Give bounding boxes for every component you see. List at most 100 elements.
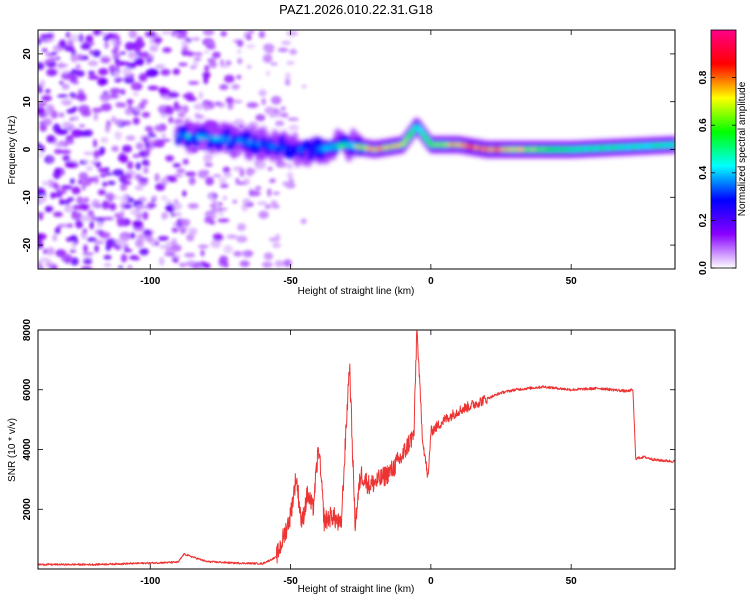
spectrogram-noise-blob xyxy=(178,62,188,67)
spectrogram-noise-blob xyxy=(109,202,117,211)
spectrogram-ridge-mid xyxy=(182,125,189,136)
spectrogram-noise-blob xyxy=(114,57,120,64)
spectrogram-noise-blob xyxy=(218,177,227,185)
spectrogram-noise-blob xyxy=(223,74,235,83)
spectrogram-noise-blob xyxy=(193,52,203,57)
spectrogram-noise-blob xyxy=(105,124,111,133)
spectrogram-noise-blob xyxy=(138,73,148,82)
spectrogram-noise-blob xyxy=(46,68,58,77)
spectrogram-noise-blob xyxy=(61,253,73,263)
spectrogram-noise-blob xyxy=(124,108,133,116)
spectrogram-noise-blob xyxy=(38,261,43,269)
spectrogram-noise-blob xyxy=(126,62,137,69)
spectrogram-noise-blob xyxy=(277,47,289,53)
spectrogram-noise-blob xyxy=(165,199,173,205)
spectrogram-noise-blob xyxy=(287,162,293,170)
spectrogram-noise-blob xyxy=(38,142,41,150)
spectrogram-noise-blob xyxy=(171,255,181,259)
spectrogram-noise-blob xyxy=(218,202,223,206)
spectrogram-noise-blob xyxy=(173,259,179,263)
spectrogram-noise-blob xyxy=(57,142,67,147)
spectrogram-noise-blob xyxy=(62,69,70,74)
spectrogram-noise-blob xyxy=(196,264,203,269)
spectrogram-noise-blob xyxy=(114,212,122,218)
spectrogram-noise-blob xyxy=(56,226,62,230)
spectrogram-noise-blob xyxy=(256,201,268,206)
spectrogram-noise-blob xyxy=(60,98,73,106)
spectrogram-noise-blob xyxy=(188,81,200,85)
colorbar-tick-label: 0.0 xyxy=(698,261,709,275)
spectrogram-x-axis-label: Height of straight line (km) xyxy=(298,286,415,297)
spectrogram-noise-blob xyxy=(66,45,75,50)
spectrogram-ridge-mid xyxy=(244,130,251,141)
spectrogram-noise-blob xyxy=(82,228,88,234)
spectrogram-noise-blob xyxy=(101,200,110,210)
spectrogram-noise-blob xyxy=(94,175,99,185)
spectrogram-noise-blob xyxy=(144,125,154,132)
spectrogram-noise-blob xyxy=(145,61,151,65)
spectrogram-noise-blob xyxy=(167,91,180,98)
spectrogram-noise-blob xyxy=(38,233,43,242)
spectrogram-noise-blob xyxy=(75,219,84,229)
spectrogram-noise-blob xyxy=(125,135,136,141)
spectrogram-noise-blob xyxy=(155,64,166,70)
spectrogram-noise-blob xyxy=(82,258,93,265)
spectrogram-noise-blob xyxy=(99,231,111,239)
spectrogram-noise-blob xyxy=(205,263,211,269)
spectrogram-noise-blob xyxy=(185,260,197,267)
spectrogram-noise-blob xyxy=(182,158,189,165)
spectrogram-noise-blob xyxy=(154,124,164,132)
y-tick-label: 20 xyxy=(22,48,33,60)
spectrogram-noise-blob xyxy=(122,204,133,209)
spectrogram-noise-blob xyxy=(124,61,130,65)
spectrogram-noise-blob xyxy=(123,76,135,84)
spectrogram-noise-blob xyxy=(222,196,227,201)
spectrogram-noise-blob xyxy=(143,166,149,174)
spectrogram-y-axis-label: Frequency (Hz) xyxy=(7,116,18,185)
spectrogram-noise-blob xyxy=(173,118,184,125)
spectrogram-noise-blob xyxy=(46,246,55,256)
spectrogram-noise-blob xyxy=(71,186,81,195)
spectrogram-noise-blob xyxy=(287,117,299,122)
spectrogram-noise-blob xyxy=(172,163,181,168)
spectrogram-noise-blob xyxy=(161,30,173,35)
spectrogram-noise-blob xyxy=(165,155,175,162)
spectrogram-noise-blob xyxy=(57,249,65,256)
spectrogram-ridge-core xyxy=(672,142,675,147)
spectrogram-noise-blob xyxy=(212,51,221,59)
spectrogram-noise-blob xyxy=(105,167,110,173)
spectrogram-noise-blob xyxy=(42,118,53,126)
spectrogram-noise-blob xyxy=(188,176,196,186)
spectrogram-noise-blob xyxy=(220,64,229,68)
spectrogram-noise-blob xyxy=(283,259,292,268)
spectrogram-noise-blob xyxy=(119,89,126,95)
spectrogram-noise-blob xyxy=(248,30,255,34)
spectrogram-noise-blob xyxy=(53,148,63,155)
spectrogram-noise-blob xyxy=(92,30,103,36)
snr-panel: -100 -50 0 50 2000 4000 6000 8000 Height of str… xyxy=(7,318,676,595)
spectrogram-noise-blob xyxy=(91,199,101,209)
spectrogram-noise-blob xyxy=(60,185,73,190)
spectrogram-noise-blob xyxy=(247,64,252,69)
spectrogram-ridge-mid xyxy=(305,139,312,150)
spectrogram-noise-blob xyxy=(198,91,203,100)
spectrogram-noise-blob xyxy=(182,105,189,114)
spectrogram-noise-blob xyxy=(208,61,218,69)
spectrogram-noise-blob xyxy=(154,173,160,182)
spectrogram-noise-blob xyxy=(64,161,75,168)
spectrogram-noise-blob xyxy=(41,95,53,102)
spectrogram-noise-blob xyxy=(130,82,143,91)
spectrogram-noise-blob xyxy=(113,119,123,126)
spectrogram-noise-blob xyxy=(132,153,141,159)
spectrogram-noise-blob xyxy=(100,137,109,143)
spectrogram-noise-blob xyxy=(267,166,273,171)
spectrogram-noise-blob xyxy=(113,70,120,79)
spectrogram-noise-blob xyxy=(301,84,307,89)
spectrogram-noise-blob xyxy=(193,57,202,61)
spectrogram-noise-blob xyxy=(38,153,43,158)
spectrogram-noise-blob xyxy=(47,157,54,163)
spectrogram-noise-blob xyxy=(60,149,72,155)
colorbar-label: Normalized spectral amplitude xyxy=(737,81,748,216)
spectrogram-noise-blob xyxy=(57,94,69,98)
spectrogram-noise-blob xyxy=(215,101,221,106)
